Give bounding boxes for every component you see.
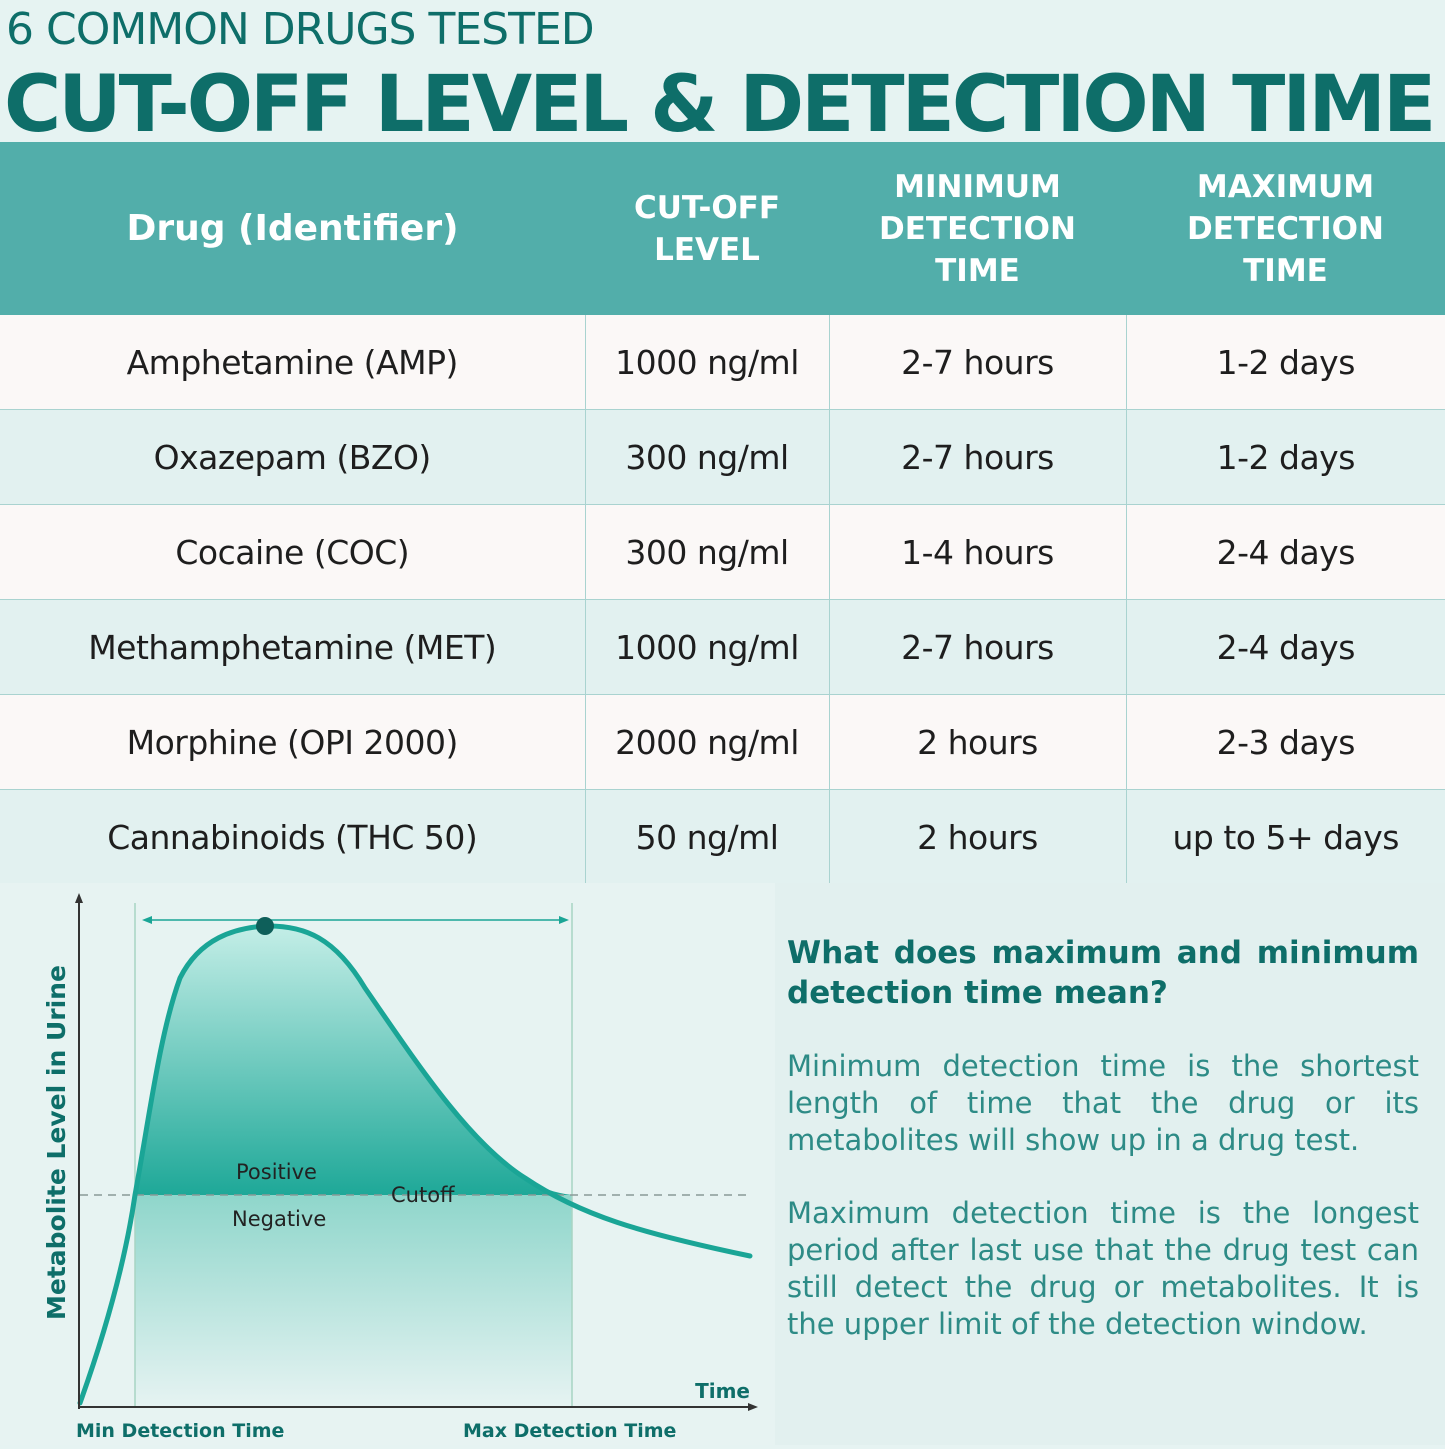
- max-detection-cell: 1-2 days: [1126, 409, 1445, 505]
- table-row: Cannabinoids (THC 50) 50 ng/ml 2 hours u…: [0, 789, 1445, 885]
- min-detection-cell: 2-7 hours: [829, 599, 1127, 695]
- drug-cell: Cannabinoids (THC 50): [0, 789, 586, 885]
- detection-window-diagram: Metabolite Level in Urine Time Positive …: [0, 883, 775, 1445]
- column-header-max-detection: MAXIMUM DETECTION TIME: [1126, 142, 1445, 315]
- y-axis-arrowhead: [75, 893, 83, 903]
- max-detection-definition: Maximum detection time is the longest pe…: [787, 1196, 1419, 1341]
- positive-label: Positive: [236, 1160, 317, 1184]
- max-detection-cell: 2-4 days: [1126, 599, 1445, 695]
- cutoff-cell: 300 ng/ml: [585, 504, 830, 600]
- cutoff-cell: 2000 ng/ml: [585, 694, 830, 790]
- table-row: Oxazepam (BZO) 300 ng/ml 2-7 hours 1-2 d…: [0, 409, 1445, 505]
- column-header-max-line: DETECTION: [1187, 210, 1384, 247]
- column-header-min-line: MINIMUM: [894, 168, 1061, 205]
- table-row: Amphetamine (AMP) 1000 ng/ml 2-7 hours 1…: [0, 315, 1445, 410]
- column-header-min-detection: MINIMUM DETECTION TIME: [829, 142, 1126, 315]
- min-detection-cell: 2-7 hours: [829, 315, 1127, 410]
- drug-cell: Methamphetamine (MET): [0, 599, 586, 695]
- table-row: Morphine (OPI 2000) 2000 ng/ml 2 hours 2…: [0, 694, 1445, 790]
- x-axis-label: Time: [695, 1379, 750, 1403]
- column-header-cutoff-line: CUT-OFF: [633, 189, 781, 226]
- drug-table: Drug (Identifier) CUT-OFF LEVEL MINIMUM …: [0, 142, 1445, 885]
- y-axis-label: Metabolite Level in Urine: [42, 965, 71, 1320]
- column-header-min-line: TIME: [935, 252, 1020, 289]
- column-header-cutoff: CUT-OFF LEVEL: [585, 142, 829, 315]
- drug-cell: Oxazepam (BZO): [0, 409, 586, 505]
- min-detection-cell: 2 hours: [829, 789, 1127, 885]
- column-header-min-line: DETECTION: [879, 210, 1076, 247]
- drug-cell: Cocaine (COC): [0, 504, 586, 600]
- x-axis-arrowhead: [748, 1403, 758, 1411]
- cutoff-cell: 50 ng/ml: [585, 789, 830, 885]
- max-detection-cell: 2-3 days: [1126, 694, 1445, 790]
- column-header-drug-label: Drug (Identifier): [126, 207, 459, 249]
- max-detection-cell: 1-2 days: [1126, 315, 1445, 410]
- min-detection-cell: 2 hours: [829, 694, 1127, 790]
- negative-area: [135, 1195, 572, 1407]
- positive-area: [135, 925, 572, 1195]
- cutoff-cell: 300 ng/ml: [585, 409, 830, 505]
- column-header-drug: Drug (Identifier): [0, 142, 585, 315]
- diagram-svg: Metabolite Level in Urine Time Positive …: [42, 893, 758, 1442]
- drug-cell: Morphine (OPI 2000): [0, 694, 586, 790]
- arrow-left-head: [142, 916, 152, 924]
- min-detection-cell: 1-4 hours: [829, 504, 1127, 600]
- column-header-cutoff-line: LEVEL: [654, 231, 760, 268]
- max-detection-label: Max Detection Time: [463, 1420, 676, 1442]
- arrow-right-head: [559, 916, 569, 924]
- column-header-max-line: TIME: [1243, 252, 1328, 289]
- page-title: CUT-OFF LEVEL & DETECTION TIME: [4, 60, 1436, 150]
- min-detection-definition: Minimum detection time is the shortest l…: [787, 1049, 1419, 1157]
- cutoff-label: Cutoff: [391, 1183, 455, 1207]
- column-header-max-line: MAXIMUM: [1196, 168, 1375, 205]
- info-question: What does maximum and minimum detection …: [787, 935, 1419, 1011]
- negative-label: Negative: [232, 1207, 326, 1231]
- min-detection-label: Min Detection Time: [76, 1420, 284, 1442]
- info-panel: What does maximum and minimum detection …: [775, 883, 1445, 1445]
- min-detection-cell: 2-7 hours: [829, 409, 1127, 505]
- table-row: Cocaine (COC) 300 ng/ml 1-4 hours 2-4 da…: [0, 504, 1445, 600]
- cutoff-cell: 1000 ng/ml: [585, 315, 830, 410]
- peak-marker: [256, 917, 274, 935]
- table-row: Methamphetamine (MET) 1000 ng/ml 2-7 hou…: [0, 599, 1445, 695]
- max-detection-cell: 2-4 days: [1126, 504, 1445, 600]
- max-detection-cell: up to 5+ days: [1126, 789, 1445, 885]
- page-subtitle: 6 COMMON DRUGS TESTED: [6, 4, 595, 55]
- table-header-row: Drug (Identifier) CUT-OFF LEVEL MINIMUM …: [0, 142, 1445, 315]
- drug-cell: Amphetamine (AMP): [0, 315, 586, 410]
- cutoff-cell: 1000 ng/ml: [585, 599, 830, 695]
